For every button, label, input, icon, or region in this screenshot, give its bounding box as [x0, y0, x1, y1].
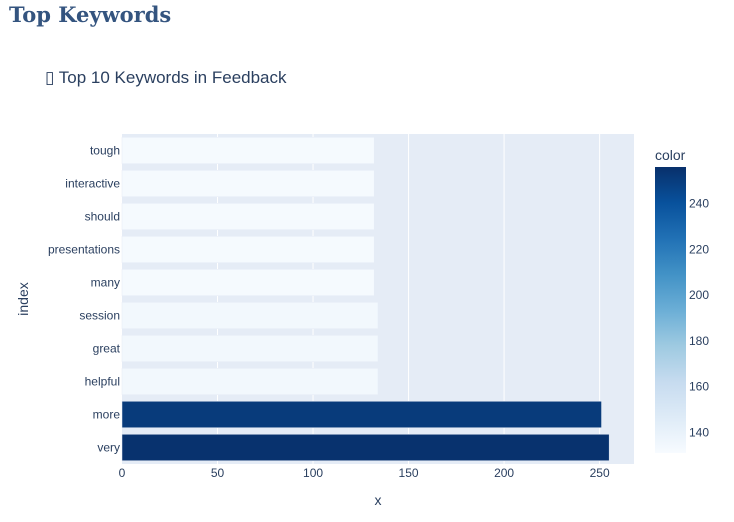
page-heading: Top Keywords [9, 2, 172, 27]
y-tick-labels: very more helpful great session many presentat… [48, 144, 121, 455]
colorbar-tick-label: 140 [689, 425, 709, 439]
x-tick-label: 50 [211, 466, 225, 480]
x-tick-label: 250 [590, 466, 610, 480]
bars [121, 137, 610, 461]
bar [121, 203, 375, 230]
y-tick-label: should [85, 210, 120, 224]
x-tick-label: 0 [119, 466, 126, 480]
bar [121, 236, 375, 263]
colorbar-tick-labels: 140 160 180 200 220 240 [689, 197, 709, 440]
bar [121, 434, 610, 461]
y-tick-label: very [97, 441, 120, 455]
colorbar-title: color [655, 147, 686, 163]
colorbar-tick-label: 220 [689, 242, 709, 256]
x-tick-labels: 0 50 100 150 200 250 [119, 466, 610, 480]
y-tick-label: session [79, 309, 120, 323]
x-tick-label: 150 [399, 466, 419, 480]
bar [121, 335, 379, 362]
y-tick-label: interactive [65, 177, 120, 191]
colorbar-tick-label: 200 [689, 288, 709, 302]
bar [121, 269, 375, 296]
y-tick-label: great [93, 342, 121, 356]
colorbar-tick-label: 240 [689, 197, 709, 211]
bar [121, 401, 602, 428]
colorbar [655, 167, 686, 453]
x-tick-label: 200 [494, 466, 514, 480]
y-axis-label: index [15, 282, 31, 315]
x-axis-label: x [375, 492, 382, 508]
chart-title: ▯ Top 10 Keywords in Feedback [45, 68, 287, 87]
bar [121, 302, 379, 329]
x-tick-label: 100 [303, 466, 323, 480]
y-tick-label: many [91, 276, 120, 290]
y-tick-label: presentations [48, 243, 120, 257]
colorbar-tick-label: 160 [689, 380, 709, 394]
y-tick-label: helpful [85, 375, 120, 389]
colorbar-tick-label: 180 [689, 334, 709, 348]
y-tick-label: tough [90, 144, 120, 158]
y-tick-label: more [93, 408, 121, 422]
bar [121, 368, 379, 395]
bar [121, 137, 375, 164]
bar [121, 170, 375, 197]
